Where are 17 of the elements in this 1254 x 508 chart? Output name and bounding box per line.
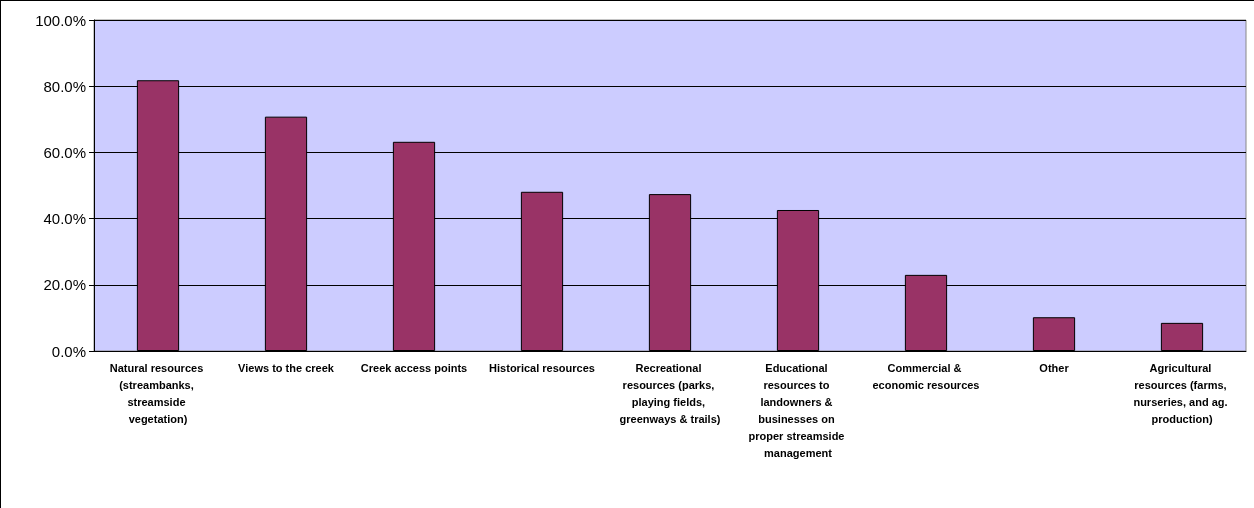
bar [1032, 317, 1076, 351]
y-tick-label: 60.0% [43, 143, 86, 161]
x-tick-label: Historical resources [489, 361, 595, 374]
bar [1160, 322, 1204, 351]
x-tick-label: Agricultural resources (farms, nurseries, and ag. production) [1133, 361, 1231, 425]
y-tick-label: 0.0% [51, 342, 86, 360]
y-tick-label: 40.0% [43, 210, 86, 228]
y-tick-label: 20.0% [43, 276, 86, 294]
y-tick-label: 100.0% [35, 11, 86, 29]
x-tick-label: Creek access points [360, 361, 468, 374]
x-tick-label: Educational resources to landowners & businesses on proper streamside management [748, 361, 848, 459]
x-tick-label: Other [1039, 361, 1070, 374]
y-tick-label: 80.0% [43, 77, 86, 95]
x-tick-label: Views to the creek [238, 361, 335, 374]
x-tick-label: Natural resources (streambanks, streamside vegetation) [109, 361, 207, 425]
x-tick-label: Recreational resources (parks, playing fields, greenways & trails) [619, 361, 721, 425]
x-tick-label: Commercial & economic resources [872, 361, 980, 391]
